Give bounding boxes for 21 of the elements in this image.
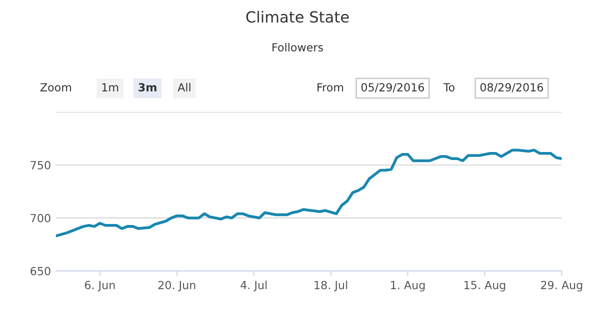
text: 3m [138, 83, 156, 92]
x-tick-label: 15. Aug [464, 280, 506, 292]
x-tick-label: 6. Jun [84, 280, 115, 292]
text: All [178, 82, 190, 92]
text: To [443, 83, 454, 92]
chart-subtitle: Followers [272, 42, 323, 52]
x-tick-label: 29. Aug [541, 280, 582, 292]
chart-title: Climate State [246, 10, 349, 23]
x-tick-label: 20. Jun [158, 280, 196, 292]
text: From [318, 83, 344, 92]
text: 08/29/2016 [480, 83, 544, 92]
text: 05/29/2016 [361, 83, 424, 92]
y-tick-label: 700 [30, 214, 50, 222]
text: Zoom [40, 83, 71, 92]
x-tick-label: 18. Jul [314, 280, 348, 292]
y-tick-label: 650 [30, 266, 50, 276]
y-tick-label: 750 [30, 160, 50, 170]
text: 1m [102, 83, 118, 92]
x-tick-label: 1. Aug [391, 280, 425, 292]
x-tick-label: 4. Jul [240, 280, 267, 292]
line-series [56, 148, 562, 238]
